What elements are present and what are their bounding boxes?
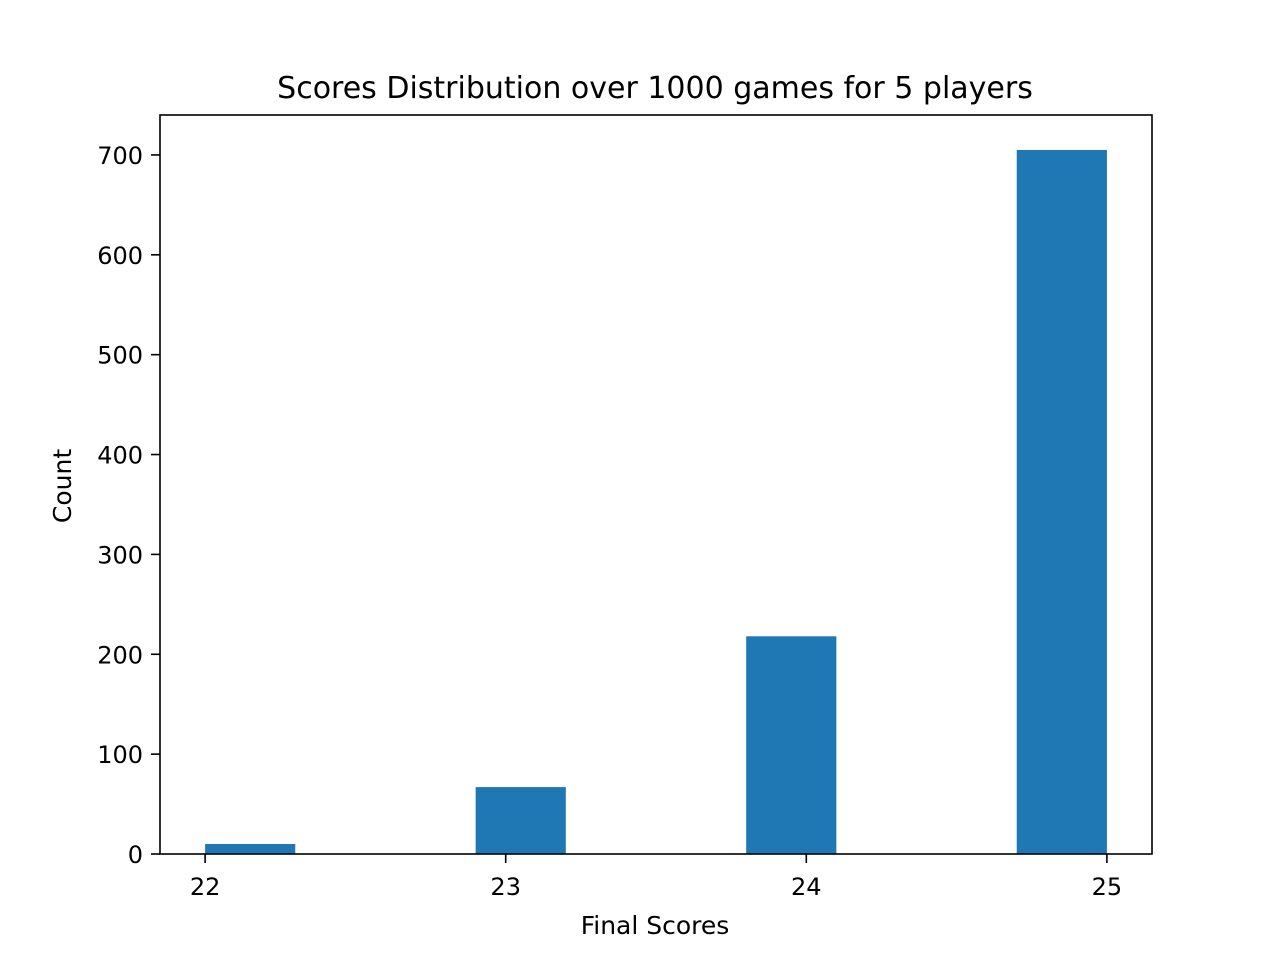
- chart-title: Scores Distribution over 1000 games for …: [277, 71, 1033, 106]
- y-tick-label: 300: [97, 541, 143, 569]
- x-axis-label: Final Scores: [581, 911, 730, 940]
- x-tick-label: 22: [190, 873, 221, 901]
- y-tick-label: 600: [97, 242, 143, 270]
- plot-frame: [159, 114, 1153, 855]
- bar-1: [475, 787, 566, 854]
- y-tick-label: 700: [97, 142, 143, 170]
- bar-0: [205, 844, 296, 854]
- y-axis-label: Count: [48, 449, 77, 523]
- y-tick-label: 500: [97, 342, 143, 370]
- bars-layer: [205, 149, 1107, 854]
- y-tick-label: 400: [97, 442, 143, 470]
- bar-2: [746, 636, 837, 854]
- y-tick-label: 0: [128, 841, 143, 869]
- y-tick-label: 100: [97, 741, 143, 769]
- x-tick-label: 25: [1092, 873, 1123, 901]
- x-tick-label: 24: [791, 873, 822, 901]
- bar-3: [1016, 149, 1107, 854]
- y-tick-label: 200: [97, 641, 143, 669]
- x-tick-label: 23: [490, 873, 521, 901]
- ticks-layer: 22 23 24 25 0 100 200 300 400 500 600 700: [97, 142, 1122, 901]
